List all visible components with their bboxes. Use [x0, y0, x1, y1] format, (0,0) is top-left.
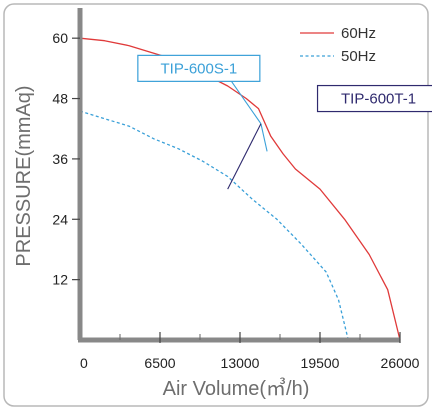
x-axis-title: Air Volume(㎥/h) [163, 376, 310, 400]
callout-label: TIP-600S-1 [160, 60, 237, 77]
y-tick-label: 60 [52, 30, 68, 46]
x-tick-label: 0 [80, 355, 88, 371]
y-tick-label: 36 [52, 151, 68, 167]
y-tick-label: 48 [52, 91, 68, 107]
y-axis-title: PRESSURE(mmAq) [13, 85, 35, 266]
x-tick-label: 13000 [221, 355, 260, 371]
x-tick-label: 6500 [144, 355, 175, 371]
callout-leader-line [227, 75, 262, 125]
callout-box [137, 54, 261, 82]
legend-label-60hz: 60Hz [341, 25, 376, 42]
series-line-60hz [79, 37, 401, 341]
legend-label-50hz: 50Hz [341, 48, 376, 65]
x-tick-label: 26000 [381, 355, 420, 371]
callout-box [316, 84, 432, 113]
y-tick-label: 24 [52, 211, 68, 227]
callout-leader-line [260, 123, 268, 152]
callout-leader-line [227, 123, 262, 190]
series-line-50hz [79, 110, 349, 341]
callout-label: TIP-600T-1 [341, 91, 416, 108]
x-tick-label: 19500 [301, 355, 340, 371]
y-tick-label: 12 [52, 272, 68, 288]
